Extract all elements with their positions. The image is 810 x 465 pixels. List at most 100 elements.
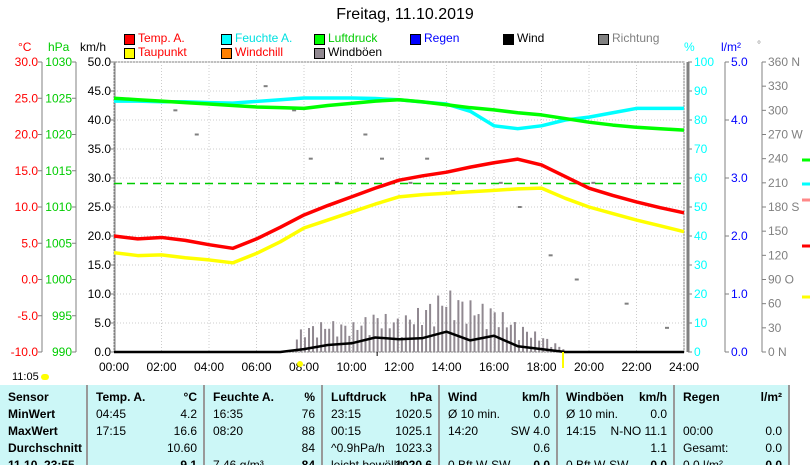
row-label: 11.10. 23:55 (8, 458, 75, 465)
y-tick-label-kmh: 0.0 (94, 345, 111, 359)
y-tick-label-percent: 40 (694, 229, 708, 243)
row-label: ^0.9hPa/h (331, 441, 385, 455)
table-column: Regen l/m² 00:00 0.0 Gesamt: 0.0 0.0 l/m² 0.0 (675, 385, 790, 465)
x-tick-label: 08:00 (289, 360, 319, 374)
row-label: 17:15 (96, 424, 127, 438)
row-label: leicht bewölkt (331, 458, 404, 465)
y-tick-label-kmh: 35.0 (88, 142, 112, 156)
row-value: 0.0 (650, 458, 667, 465)
legend-swatch (124, 34, 135, 45)
unit-hpa: hPa (48, 40, 70, 54)
y-tick-label-celsius: 15.0 (15, 164, 39, 178)
x-tick-label: 04:00 (194, 360, 224, 374)
row-label: 00:15 (331, 424, 362, 438)
row-label: 00:00 (683, 424, 714, 438)
y-tick-label-kmh: 45.0 (88, 84, 112, 98)
row-label: 14:20 (448, 424, 479, 438)
series-line-tempa (113, 157, 685, 251)
x-tick-label: 00:00 (99, 360, 129, 374)
column-header: Feuchte A. (213, 390, 274, 404)
column-unit: km/h (521, 390, 550, 404)
y-tick-label-rain: 3.0 (731, 171, 748, 185)
column-header: Regen (683, 390, 720, 404)
column-unit: km/h (638, 390, 667, 404)
column-header: Wind (448, 390, 478, 404)
row-label: 0 Bft W-SW (566, 458, 629, 465)
legend-swatch (221, 34, 232, 45)
table-column: Temp. A. °C 04:45 4.2 17:15 16.6 10.60 9.1 (88, 385, 205, 465)
legend-swatch (410, 34, 421, 45)
x-tick-label: 20:00 (574, 360, 604, 374)
row-value: 84 (301, 441, 315, 455)
row-value: 84 (301, 458, 315, 465)
legend-label: Temp. A. (138, 31, 185, 45)
y-tick-label-hpa: 1020 (45, 128, 72, 142)
row-value: 1023.3 (395, 441, 432, 455)
y-tick-label-rain: 0.0 (731, 345, 748, 359)
unit-degree: ° (757, 40, 761, 51)
y-tick-label-kmh: 50.0 (88, 55, 112, 69)
unit-celsius: °C (18, 40, 32, 54)
y-tick-label-percent: 60 (694, 171, 708, 185)
y-tick-label-direction: 240 (768, 152, 788, 166)
row-value: 0.0 (765, 458, 782, 465)
time-marker: 11:05 (12, 371, 39, 383)
y-tick-label-hpa: 1015 (45, 164, 72, 178)
column-unit: hPa (409, 390, 432, 404)
y-tick-label-direction: 60 (768, 297, 782, 311)
row-label: Gesamt: (683, 441, 729, 455)
x-tick-label: 16:00 (479, 360, 509, 374)
row-value: 76 (301, 407, 315, 421)
series-line-taupunkt (113, 186, 685, 265)
row-value: 10.60 (166, 441, 197, 455)
series-line-luftdruck (113, 96, 685, 132)
y-tick-label-direction: 150 (768, 224, 788, 238)
y-tick-label-hpa: 1030 (45, 55, 72, 69)
row-label: MinWert (8, 407, 56, 421)
column-header: Temp. A. (96, 390, 146, 404)
y-tick-label-rain: 2.0 (731, 229, 748, 243)
y-tick-label-hpa: 1025 (45, 91, 72, 105)
row-label: 08:20 (213, 424, 244, 438)
row-value: 16.6 (173, 424, 197, 438)
y-tick-label-rain: 5.0 (731, 55, 748, 69)
column-header: Luftdruck (331, 390, 387, 404)
row-label: 23:15 (331, 407, 362, 421)
legend-label: Regen (424, 31, 460, 45)
y-tick-label-kmh: 10.0 (88, 287, 112, 301)
y-tick-label-celsius: 20.0 (15, 128, 39, 142)
row-value: 88 (301, 424, 315, 438)
y-tick-label-kmh: 30.0 (88, 171, 112, 185)
row-label: 7.46 g/m³ (213, 458, 264, 465)
legend-swatch (221, 48, 232, 59)
row-label: 04:45 (96, 407, 127, 421)
y-tick-label-rain: 4.0 (731, 113, 748, 127)
row-label: Ø 10 min. (448, 407, 501, 421)
y-tick-label-percent: 90 (694, 84, 708, 98)
y-tick-label-celsius: 30.0 (15, 55, 39, 69)
y-tick-label-direction: 360 N (768, 55, 800, 69)
x-tick-label: 10:00 (336, 360, 366, 374)
row-value: 0.0 (533, 407, 550, 421)
x-tick-label: 22:00 (621, 360, 651, 374)
y-tick-label-direction: 300 (768, 103, 788, 117)
y-tick-label-kmh: 40.0 (88, 113, 112, 127)
legend-swatch (124, 48, 135, 59)
unit-rain: l/m² (721, 40, 741, 54)
row-label: 0.0 l/m² (683, 458, 724, 465)
y-tick-label-hpa: 1010 (45, 200, 72, 214)
y-tick-label-hpa: 1005 (45, 236, 72, 250)
legend-label: Richtung (612, 31, 660, 45)
sun-icon (41, 374, 49, 380)
y-tick-label-rain: 1.0 (731, 287, 748, 301)
row-value: 0.0 (765, 424, 782, 438)
column-header: Windböen (566, 390, 624, 404)
row-value: 0.0 (650, 407, 667, 421)
legend-label: Wind (517, 31, 545, 45)
row-label: Durchschnitt (8, 441, 83, 455)
column-unit: % (304, 390, 315, 404)
y-tick-label-direction: 30 (768, 321, 782, 335)
row-value: SW 4.0 (510, 424, 550, 438)
row-label: 0 Bft W-SW (448, 458, 511, 465)
